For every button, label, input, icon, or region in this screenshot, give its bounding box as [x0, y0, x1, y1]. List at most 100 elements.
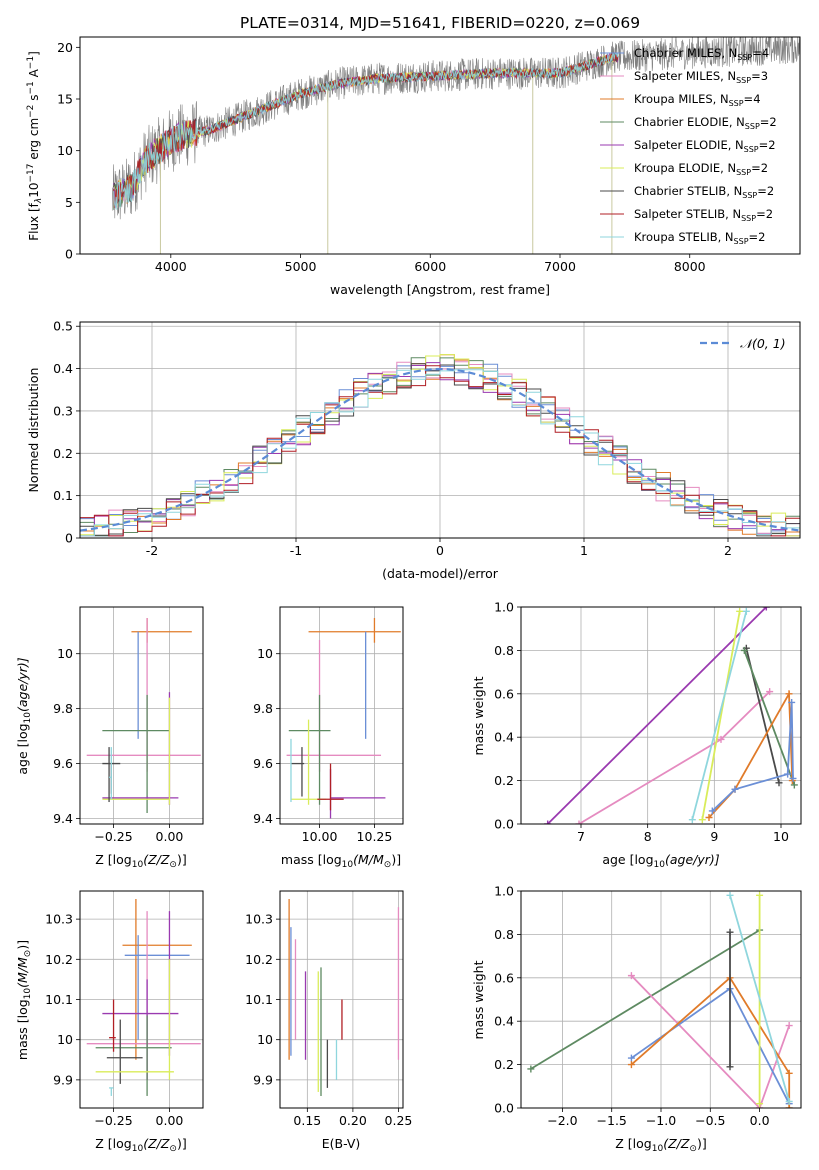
x-tick-label: 0.25 — [385, 1113, 413, 1128]
y-tick-label: 0.6 — [494, 686, 514, 701]
axes-frame — [520, 890, 802, 1109]
y-tick-label: 0.0 — [494, 817, 514, 832]
plus-marker — [726, 891, 734, 899]
legend-nssp-sub: SSP — [741, 214, 756, 223]
y-tick-label: 1.0 — [494, 884, 514, 899]
y-tick-label: 5 — [65, 195, 73, 210]
y-tick-label: 9.6 — [253, 756, 273, 771]
axes-frame — [79, 890, 204, 1109]
legend-nssp-prefix: , N — [725, 207, 741, 221]
x-axis-label: E(B-V) — [322, 1136, 361, 1151]
weight-line — [578, 690, 771, 824]
x-tick-label: −1.5 — [597, 1113, 627, 1128]
y-axis-label-part: 10 — [23, 988, 33, 1000]
plot-area — [544, 607, 798, 824]
model-spectrum-line — [113, 53, 619, 208]
legend-nssp-prefix: , N — [718, 230, 734, 244]
axes-frame — [79, 36, 801, 255]
x-tick-label: 0.20 — [339, 1113, 367, 1128]
x-axis-label-part: (age/yr)] — [665, 852, 720, 867]
plot-area — [286, 617, 401, 819]
legend-label: Chabrier STELIB, NSSP=2 — [634, 184, 774, 200]
legend-nssp-value: 3 — [761, 69, 768, 83]
y-tick-label: 10.2 — [245, 952, 273, 967]
x-axis-label-part: 10 — [132, 860, 144, 870]
legend-nssp-sub: SSP — [736, 76, 751, 85]
x-tick-label: 0.00 — [156, 829, 184, 844]
legend-model-name: Chabrier MILES — [634, 46, 721, 60]
plus-marker — [688, 816, 696, 824]
plus-marker — [731, 785, 739, 793]
x-axis-label-part: mass [log — [281, 852, 342, 867]
legend-nssp-prefix: , N — [713, 92, 729, 106]
x-axis-label-part: 10 — [132, 1144, 144, 1154]
plus-marker — [789, 774, 797, 782]
legend-nssp-sub: SSP — [729, 99, 744, 108]
legend-model-name: Salpeter MILES — [634, 69, 720, 83]
normal-curve-line — [80, 367, 800, 532]
plus-marker — [766, 688, 774, 696]
y-tick-label: 0 — [65, 531, 73, 546]
legend-nssp-sub: SSP — [736, 168, 751, 177]
weight-line — [547, 607, 767, 824]
plus-marker — [785, 690, 793, 698]
x-axis-label-part: )] — [177, 852, 187, 867]
legend-nssp-eq: = — [749, 230, 759, 244]
legend-nssp-sub: SSP — [737, 53, 752, 62]
y-axis-label-part: −1 — [26, 81, 36, 94]
legend-nssp-prefix: , N — [720, 161, 736, 175]
legend-model-name: Chabrier STELIB — [634, 184, 726, 198]
y-tick-label: 0.6 — [494, 970, 514, 985]
y-tick-label: 0.2 — [53, 446, 73, 461]
x-tick-label: 9 — [710, 829, 718, 844]
x-tick-label: 7 — [577, 829, 585, 844]
legend-nssp-value: 2 — [761, 161, 768, 175]
legend-nssp-eq: = — [760, 115, 770, 129]
x-tick-label: 10.00 — [302, 829, 338, 844]
plus-marker — [698, 816, 706, 824]
legend-model-name: Kroupa STELIB — [634, 230, 718, 244]
x-axis-label-part: ⊙ — [384, 860, 392, 870]
x-tick-label: 0.15 — [293, 1113, 321, 1128]
plot-area — [112, 37, 800, 254]
plus-marker — [627, 1061, 635, 1069]
legend-nssp-sub: SSP — [734, 237, 749, 246]
x-axis-label: age [log10(age/yr)] — [602, 852, 719, 870]
x-axis-label-part: (Z/Z — [663, 1136, 690, 1151]
legend-model-name: Salpeter ELODIE — [634, 138, 728, 152]
plus-marker — [742, 607, 750, 615]
x-axis-label-part: 10 — [342, 860, 354, 870]
plus-marker — [544, 820, 552, 824]
x-tick-label: 5000 — [285, 259, 317, 274]
legend-nssp-eq: = — [752, 46, 762, 60]
y-axis-label-part: age [log — [15, 723, 30, 774]
x-axis-label-part: )] — [177, 1136, 187, 1151]
mass-weight-vs-z-axes: −2.0 −1.5 −1.0 −0.5 0.0 0.0 0.2 0.4 0.6 0.8 1.0 Z [… — [471, 884, 802, 1154]
x-axis-label: (data-model)/error — [382, 566, 499, 581]
plus-marker — [575, 820, 583, 824]
y-tick-label: 0.4 — [494, 730, 514, 745]
legend-nssp-eq: = — [757, 184, 767, 198]
plus-marker — [762, 607, 770, 611]
x-axis-label-part: Z [log — [615, 1136, 651, 1151]
x-axis-label-part: Z [log — [95, 852, 131, 867]
y-tick-label: 0.8 — [494, 927, 514, 942]
legend-model-name: Chabrier ELODIE — [634, 115, 729, 129]
x-axis-label-part: ⊙ — [169, 860, 177, 870]
plus-marker — [785, 1069, 793, 1077]
legend-nssp-eq: = — [759, 138, 769, 152]
axes-frame — [279, 606, 404, 825]
legend-nssp-value: 4 — [762, 46, 769, 60]
legend-label: Kroupa STELIB, NSSP=2 — [634, 230, 766, 246]
y-axis-label: mass weight — [471, 960, 486, 1039]
x-axis-label-part: 10 — [652, 1144, 664, 1154]
legend-label: Salpeter ELODIE, NSSP=2 — [634, 138, 776, 154]
y-tick-label: 10 — [257, 646, 273, 661]
x-tick-label: 0 — [436, 543, 444, 558]
y-axis-label-part: (age/yr)] — [15, 657, 30, 712]
y-axis-label-part: 10 — [27, 183, 41, 198]
y-tick-label: 0.2 — [494, 773, 514, 788]
model-spectrum-line — [113, 52, 619, 210]
